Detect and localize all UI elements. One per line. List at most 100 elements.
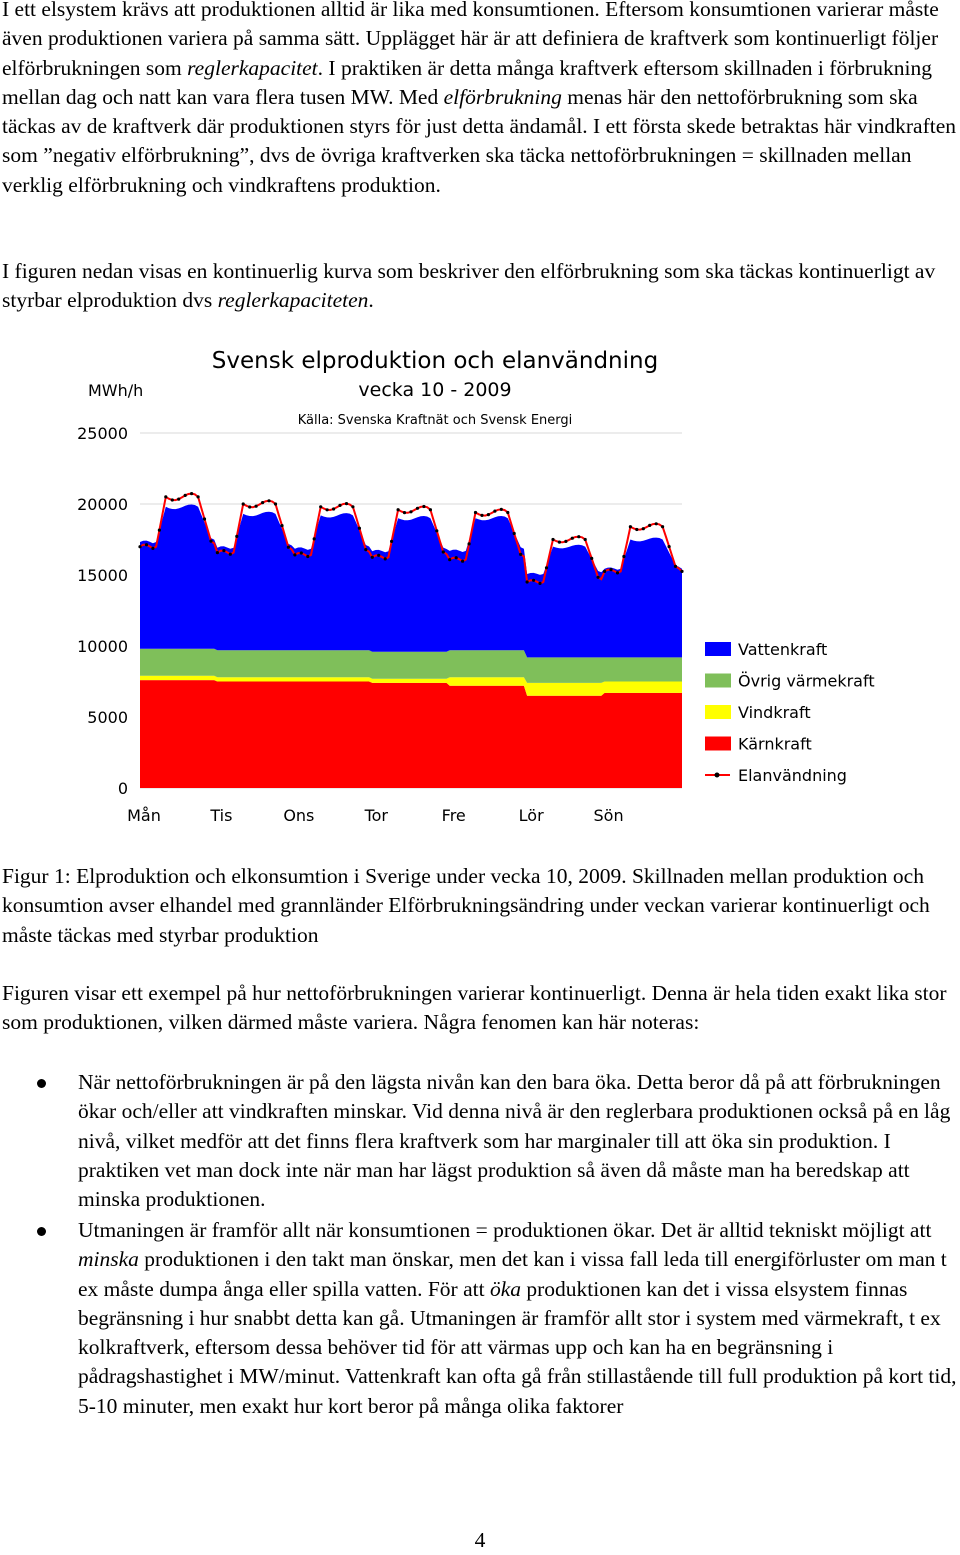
legend-swatch [705,642,731,656]
y-tick-label: 25000 [77,424,128,443]
text: produktionen i den takt man önskar, men … [78,1247,947,1301]
legend-label: Övrig värmekraft [738,672,875,691]
consumption-point [603,569,607,573]
legend: Vattenkraft Övrig värmekraft Vindkraft Kärn… [705,640,875,785]
text: . [368,288,374,313]
consumption-point [596,575,600,579]
consumption-point [364,548,368,552]
consumption-point [157,528,161,532]
paragraph-figure-intro: I figuren nedan visas en kontinuerlig ku… [2,257,958,316]
consumption-point [299,551,303,555]
y-tick-label: 10000 [77,637,128,656]
consumption-point [628,525,633,529]
consumption-point [415,506,420,510]
y-tick-label: 0 [118,779,128,798]
consumption-point [486,513,490,517]
x-tick-label: Lör [519,806,544,825]
text: . I praktiken är detta många kraftverk e… [2,55,932,109]
legend-label: Kärnkraft [738,735,812,754]
consumption-point [357,526,361,530]
consumption-point [390,539,394,543]
bullet-icon [37,1079,46,1088]
consumption-point [177,497,181,501]
consumption-point [286,545,290,549]
consumption-point [422,504,426,509]
consumption-point [254,504,258,508]
x-tick-label: Fre [442,806,466,825]
italic-term-elforbrukning: elförbrukning [443,84,562,109]
x-tick-label: Mån [127,806,161,825]
consumption-point [332,507,336,511]
consumption-point [370,555,374,559]
consumption-point [344,502,349,506]
consumption-point [338,503,342,507]
bullet-text: Utmaningen är framför allt när konsumtio… [78,1216,958,1421]
text: Utmaningen är framför allt när konsumtio… [78,1218,932,1242]
consumption-point [228,552,232,556]
legend-swatch [705,673,731,688]
consumption-point [473,510,478,515]
x-tick-labels: Mån Tis Ons Tor Fre Lör Sön [127,806,623,825]
consumption-point [532,578,536,582]
area-vattenkraft [140,504,682,658]
consumption-point [351,505,355,509]
text: menas här den nettoförbrukning som ska t… [2,84,957,197]
consumption-point [615,571,620,575]
consumption-point [454,556,458,560]
text: I figuren nedan visas en kontinuerlig ku… [2,259,936,313]
consumption-point [319,505,323,509]
paragraph-observations: Figuren visar ett exempel på hur nettofö… [2,979,958,1038]
consumption-point [648,523,652,527]
legend-swatch-point [714,772,720,778]
consumption-point [564,539,568,543]
consumption-point [377,553,381,557]
italic-term-reglerkapaciteten: reglerkapaciteten [217,288,369,313]
italic-term-reglerkapacitet: reglerkapacitet [187,55,318,80]
chart-title: Svensk elproduktion och elanvändning [212,348,658,374]
consumption-point [583,537,587,542]
italic-term-minska: minska [78,1247,139,1272]
consumption-line [138,492,684,585]
consumption-point [557,540,561,544]
x-tick-label: Tor [364,806,389,825]
consumption-point [267,499,271,503]
consumption-point [635,527,639,532]
consumption-point [428,508,432,512]
consumption-point [673,564,678,568]
consumption-point [183,493,187,497]
legend-label: Vindkraft [738,703,811,722]
text: produktionen kan det i vissa elsystem fi… [78,1276,957,1418]
consumption-point [525,580,529,584]
consumption-point [144,543,149,547]
y-axis-label: MWh/h [88,381,143,400]
legend-label: Vattenkraft [738,640,827,659]
chart-subtitle: vecka 10 - 2009 [358,379,511,401]
text: Figuren visar ett exempel på hur nettofö… [2,981,947,1035]
chart-source: Källa: Svenska Kraftnät och Svensk Energ… [298,413,573,428]
consumption-point [544,566,549,570]
consumption-point [493,509,497,513]
y-tick-label: 20000 [77,495,128,514]
consumption-point [202,517,207,521]
consumption-point [396,508,400,512]
consumption-point [519,552,523,556]
consumption-point [570,536,574,540]
x-tick-label: Ons [283,806,314,825]
consumption-point [170,498,174,502]
y-tick-labels: 25000 20000 15000 10000 5000 0 [77,424,128,798]
area-övrig-värmekraft [140,648,682,683]
consumption-point [151,546,155,550]
paragraph-intro: I ett elsystem krävs att produktionen al… [2,0,958,200]
consumption-point [306,554,310,559]
consumption-point [241,502,245,506]
area-kärnkraft [140,680,682,788]
consumption-point [138,545,142,549]
consumption-point [409,510,413,514]
figure-caption: Figur 1: Elproduktion och elkonsumtion i… [2,862,958,950]
consumption-point [461,559,465,563]
consumption-point [654,522,658,526]
consumption-point [293,553,297,557]
text: I ett elsystem krävs att produktionen al… [2,0,939,80]
bullet-text: När nettoförbrukningen är på den lägsta … [78,1068,958,1214]
